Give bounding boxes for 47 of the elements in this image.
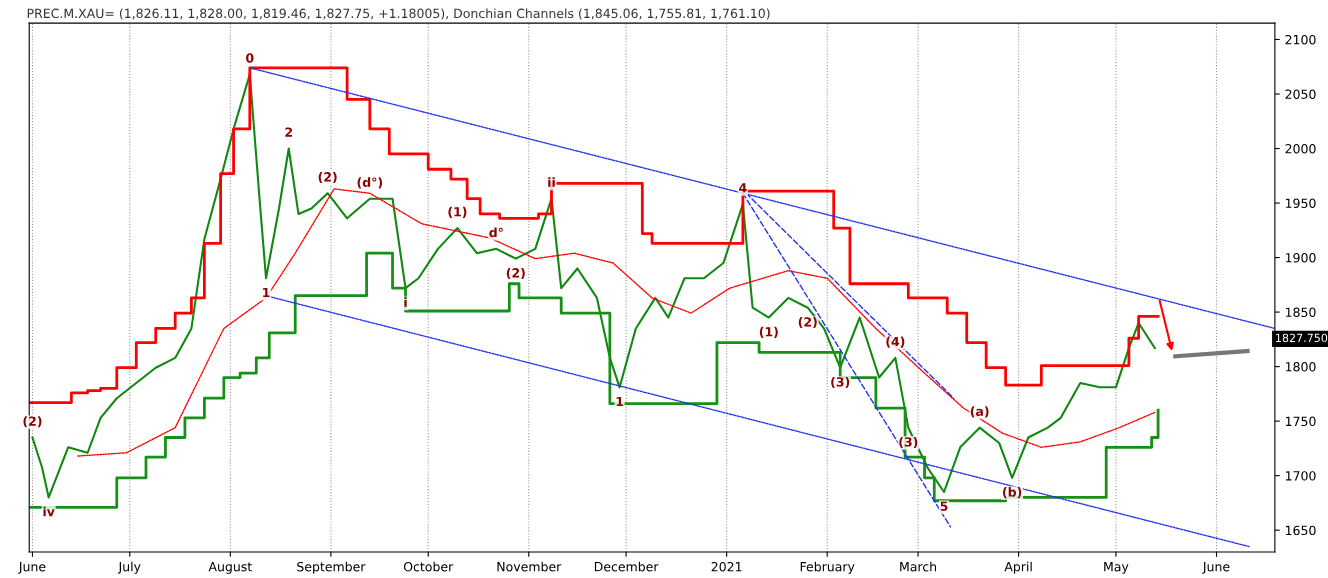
- x-tick-label: December: [594, 561, 659, 572]
- annotation: ii: [548, 177, 555, 187]
- x-tick-label: March: [900, 561, 937, 572]
- annotation: 5: [940, 501, 948, 511]
- annotation: (3): [899, 436, 918, 449]
- y-tick-label: 1800: [1285, 362, 1316, 372]
- y-tick-label: 2100: [1285, 34, 1316, 45]
- x-tick-label: May: [1104, 562, 1129, 574]
- annotation: 1: [263, 287, 270, 298]
- y-tick-label: 1700: [1285, 471, 1316, 481]
- annotation: (2): [506, 267, 525, 280]
- x-tick-label: July: [117, 561, 141, 574]
- annotation: (d°): [357, 177, 383, 189]
- annotation: (2): [23, 416, 42, 428]
- annotation: 1: [616, 396, 624, 407]
- annotation: (1): [448, 206, 467, 218]
- y-tick-label: 1850: [1285, 307, 1316, 318]
- annotation: 4: [739, 183, 747, 193]
- y-tick-label: 1900: [1285, 253, 1316, 263]
- annotation: iv: [43, 506, 55, 517]
- annotation: (b): [1003, 487, 1022, 499]
- x-tick-label: November: [497, 561, 562, 572]
- y-tick-label: 1650: [1285, 525, 1316, 536]
- x-tick-label: 2021: [711, 561, 742, 572]
- x-tick-label: September: [297, 561, 366, 574]
- annotation: (3): [831, 376, 850, 389]
- y-tick-label: 1950: [1285, 198, 1316, 208]
- x-tick-label: June: [1202, 562, 1230, 574]
- annotation: (a): [970, 406, 989, 418]
- annotation: (2): [798, 316, 817, 329]
- annotation: i: [404, 297, 407, 307]
- annotation: d°: [489, 227, 503, 238]
- x-tick-label: June: [18, 562, 46, 574]
- annotation: (1): [759, 326, 778, 338]
- y-tick-label: 2000: [1285, 143, 1316, 154]
- x-tick-label: April: [1004, 561, 1032, 574]
- x-tick-label: February: [800, 561, 855, 574]
- annotation: (2): [318, 171, 337, 184]
- y-tick-label: 2050: [1285, 89, 1316, 99]
- y-tick-label: 1750: [1285, 416, 1316, 427]
- x-tick-label: October: [403, 561, 454, 572]
- annotation: (4): [886, 336, 905, 348]
- x-tick-label: August: [208, 562, 252, 574]
- text: 1827.750: [1276, 333, 1328, 343]
- annotation: 2: [285, 127, 292, 137]
- chart-title: PREC.M.XAU= (1,826.11, 1,828.00, 1,819.46, 1,827.75, +1.18005), Donchian Channels (1,845.06, 1,755.81, 1,761.10): [27, 8, 770, 20]
- annotation: 0: [246, 53, 254, 63]
